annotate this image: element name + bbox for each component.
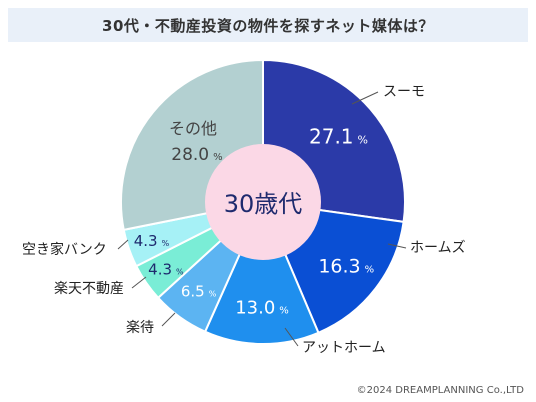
leader-line-4 <box>161 312 176 327</box>
slice-value-2: 16.3% <box>318 256 374 278</box>
leader-line-6 <box>117 239 129 250</box>
slice-name-5: 楽天不動産 <box>54 281 124 297</box>
slice-name-2: ホームズ <box>410 240 466 256</box>
slice-name-4: 楽待 <box>126 320 154 336</box>
slice-name-7: その他 <box>169 119 217 138</box>
center-circle <box>205 144 321 260</box>
slice-name-3: アットホーム <box>302 340 386 356</box>
leader-line-3 <box>284 327 299 347</box>
slice-name-6: 空き家バンク <box>22 241 107 258</box>
copyright-footer: ©2024 DREAMPLANNING Co.,LTD <box>356 385 524 396</box>
center-label: 30歳代 <box>224 190 303 218</box>
chart-title: 30代・不動産投資の物件を探すネット媒体は？ <box>8 8 528 42</box>
pie-slice-3 <box>203 199 320 345</box>
leader-line-1 <box>351 91 379 105</box>
leader-line-2 <box>387 243 407 249</box>
slice-name-1: スーモ <box>383 84 425 100</box>
leader-line-5 <box>131 276 147 289</box>
leader-lines <box>117 91 407 347</box>
